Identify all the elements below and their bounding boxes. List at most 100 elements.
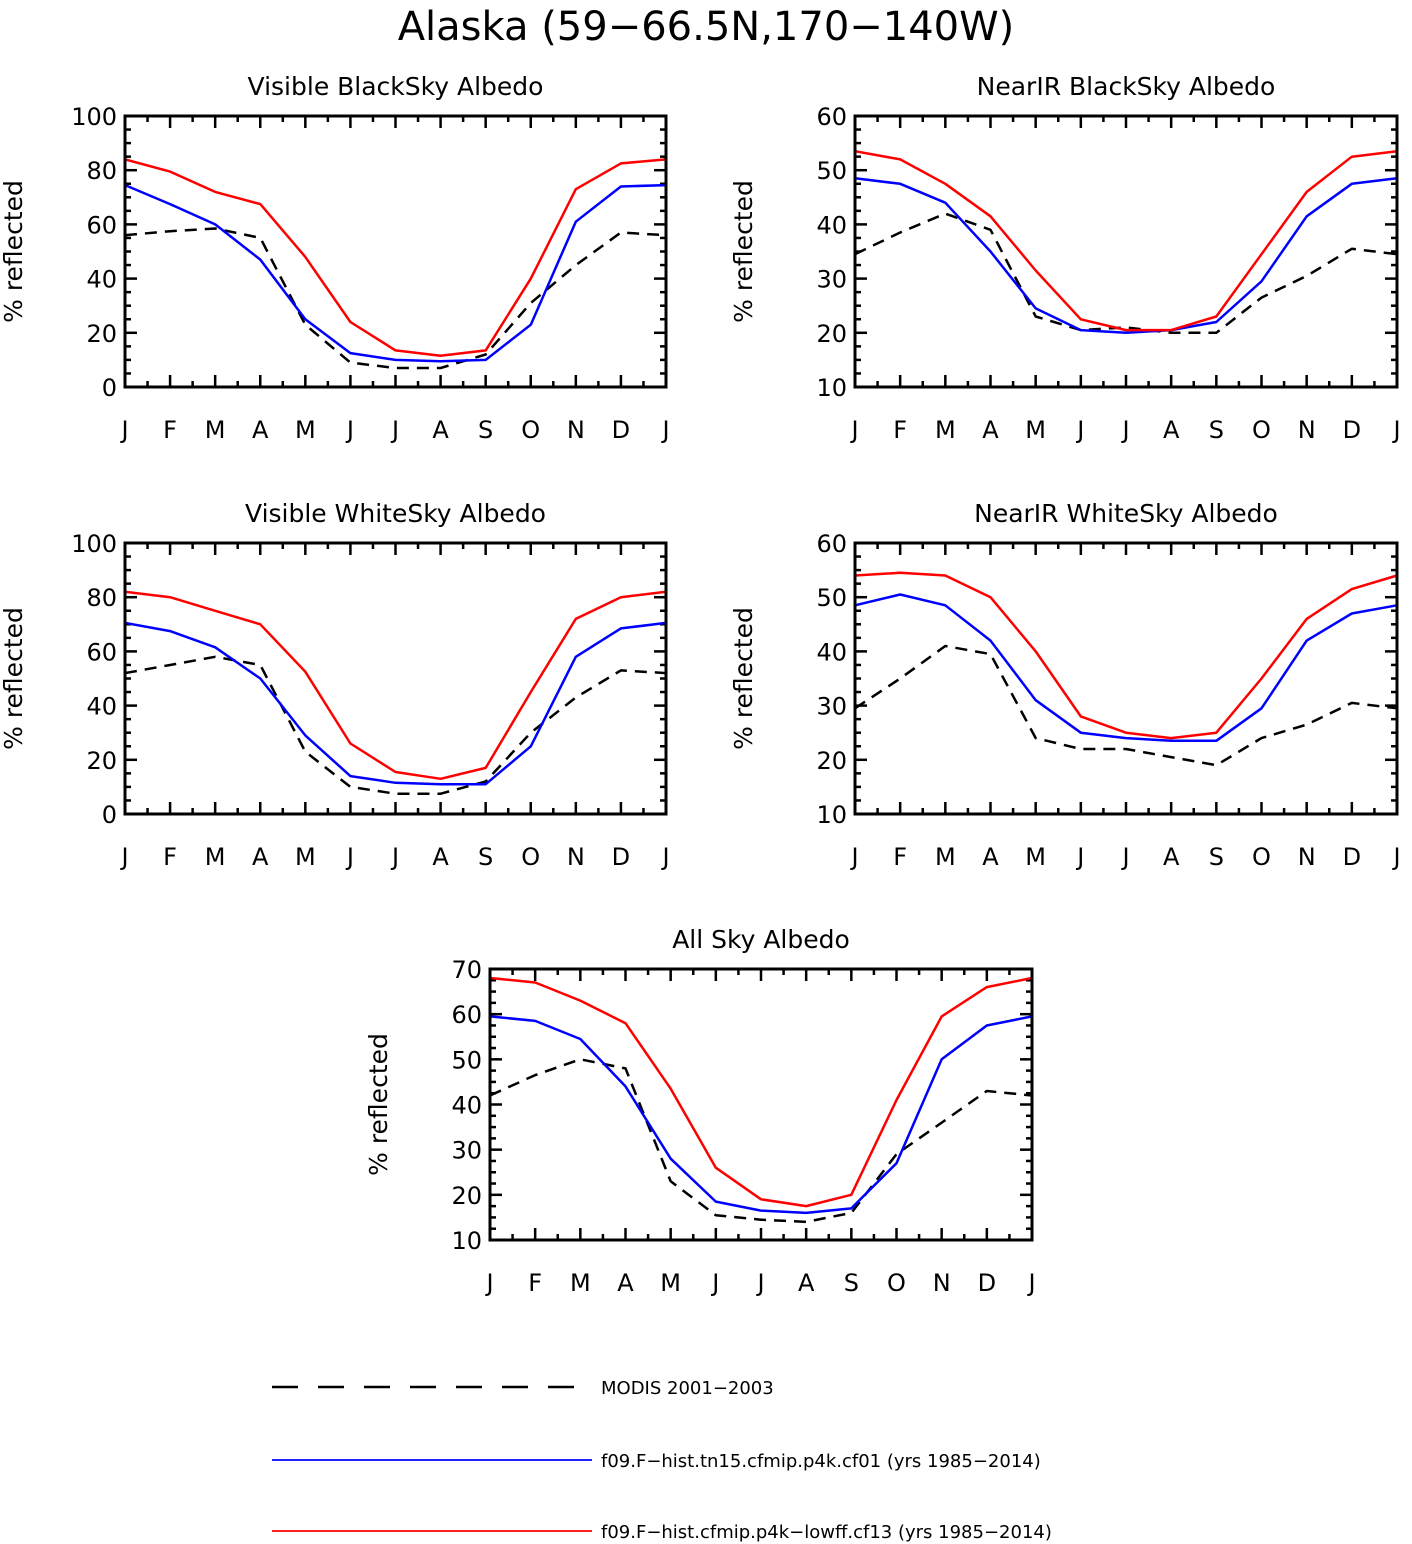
x-tick-label: F (163, 843, 177, 871)
y-tick-label: 100 (71, 530, 117, 558)
x-tick-label: F (893, 416, 907, 444)
x-tick-label: F (528, 1269, 542, 1297)
x-tick-label: M (205, 843, 226, 871)
x-tick-label: J (660, 416, 669, 444)
x-tick-label: A (982, 416, 999, 444)
x-tick-label: A (432, 416, 449, 444)
x-tick-label: J (345, 843, 354, 871)
y-tick-label: 40 (816, 211, 847, 239)
x-tick-label: O (521, 416, 540, 444)
x-tick-label: S (1209, 416, 1224, 444)
chart-panel-1: Visible BlackSky Albedo % reflected 0 20 40 6… (0, 72, 670, 444)
series-line-modis (854, 644, 1398, 767)
x-tick-label: S (844, 1269, 859, 1297)
y-axis-label: % reflected (364, 1033, 393, 1176)
x-tick-label: O (887, 1269, 906, 1297)
y-tick-label: 70 (451, 956, 482, 984)
y-tick-label: 20 (86, 320, 117, 348)
x-tick-label: O (521, 843, 540, 871)
x-tick-label: D (612, 843, 630, 871)
y-tick-label: 100 (71, 103, 117, 131)
x-tick-label: D (1343, 416, 1361, 444)
y-tick-label: 10 (451, 1227, 482, 1255)
x-tick-label: A (1163, 843, 1180, 871)
y-tick-label: 40 (451, 1092, 482, 1120)
y-tick-label: 60 (86, 211, 117, 239)
x-tick-label: N (1298, 843, 1316, 871)
x-tick-label: M (1025, 843, 1046, 871)
panel-title: Visible BlackSky Albedo (248, 72, 544, 101)
plot-frame (488, 967, 1034, 1242)
x-tick-label: N (1298, 416, 1316, 444)
y-tick-label: 10 (816, 801, 847, 829)
x-tick-label: M (570, 1269, 591, 1297)
x-tick-label: J (1120, 843, 1129, 871)
series-line-modis (854, 212, 1398, 335)
chart-panels: Visible BlackSky Albedo % reflected 0 20 40 6… (0, 72, 1401, 1297)
series-line-cf13 (489, 976, 1033, 1208)
y-tick-label: 0 (102, 801, 117, 829)
plot-frame (853, 114, 1399, 389)
x-tick-label: N (933, 1269, 951, 1297)
plot-frame (123, 541, 668, 816)
plot-frame (853, 541, 1399, 816)
y-tick-label: 20 (451, 1182, 482, 1210)
x-tick-label: N (567, 843, 585, 871)
series-line-cf01 (854, 177, 1398, 335)
x-tick-label: J (1075, 843, 1084, 871)
series-line-cf01 (854, 593, 1398, 743)
x-tick-label: J (390, 416, 399, 444)
legend-label-cf13: f09.F−hist.cfmip.p4k−lowff.cf13 (yrs 198… (601, 1522, 1052, 1543)
x-tick-label: J (119, 843, 128, 871)
y-tick-label: 50 (816, 584, 847, 612)
x-tick-label: F (163, 416, 177, 444)
chart-panel-4: NearIR WhiteSky Albedo % reflected 10 20 30 4… (729, 499, 1401, 871)
chart-panel-3: Visible WhiteSky Albedo % reflected 0 20 40 6… (0, 499, 670, 871)
y-tick-label: 0 (102, 374, 117, 402)
y-tick-label: 30 (816, 266, 847, 294)
y-tick-label: 40 (816, 638, 847, 666)
y-tick-label: 10 (816, 374, 847, 402)
x-tick-label: F (893, 843, 907, 871)
series-line-cf13 (124, 158, 667, 358)
y-tick-label: 60 (816, 530, 847, 558)
series-line-cf01 (489, 1015, 1033, 1215)
x-tick-label: J (849, 843, 858, 871)
y-axis-label: % reflected (729, 607, 758, 750)
x-tick-label: J (390, 843, 399, 871)
series-line-cf13 (854, 571, 1398, 740)
y-tick-label: 50 (451, 1046, 482, 1074)
x-tick-label: M (295, 843, 316, 871)
x-tick-label: J (1391, 843, 1400, 871)
chart-panel-2: NearIR BlackSky Albedo % reflected 10 20 30 4… (729, 72, 1401, 444)
x-tick-label: A (798, 1269, 815, 1297)
y-tick-label: 30 (451, 1137, 482, 1165)
y-tick-label: 20 (816, 747, 847, 775)
y-tick-label: 30 (816, 693, 847, 721)
plot-frame (123, 114, 668, 389)
x-tick-label: J (1026, 1269, 1035, 1297)
x-tick-label: D (1343, 843, 1361, 871)
panel-title: Visible WhiteSky Albedo (245, 499, 546, 528)
x-tick-label: J (1075, 416, 1084, 444)
y-tick-label: 50 (816, 157, 847, 185)
x-tick-label: O (1252, 416, 1271, 444)
panel-title: NearIR BlackSky Albedo (977, 72, 1276, 101)
y-tick-label: 40 (86, 266, 117, 294)
x-tick-label: A (1163, 416, 1180, 444)
x-tick-label: M (1025, 416, 1046, 444)
y-axis-label: % reflected (0, 607, 28, 750)
x-tick-label: A (982, 843, 999, 871)
panel-title: NearIR WhiteSky Albedo (974, 499, 1278, 528)
x-tick-label: M (660, 1269, 681, 1297)
y-tick-label: 40 (86, 693, 117, 721)
series-line-cf01 (124, 183, 667, 363)
y-tick-label: 20 (86, 747, 117, 775)
y-tick-label: 20 (816, 320, 847, 348)
x-tick-label: S (478, 416, 493, 444)
x-tick-label: M (205, 416, 226, 444)
x-tick-label: J (119, 416, 128, 444)
series-line-cf01 (124, 621, 667, 786)
series-line-modis (124, 655, 667, 795)
